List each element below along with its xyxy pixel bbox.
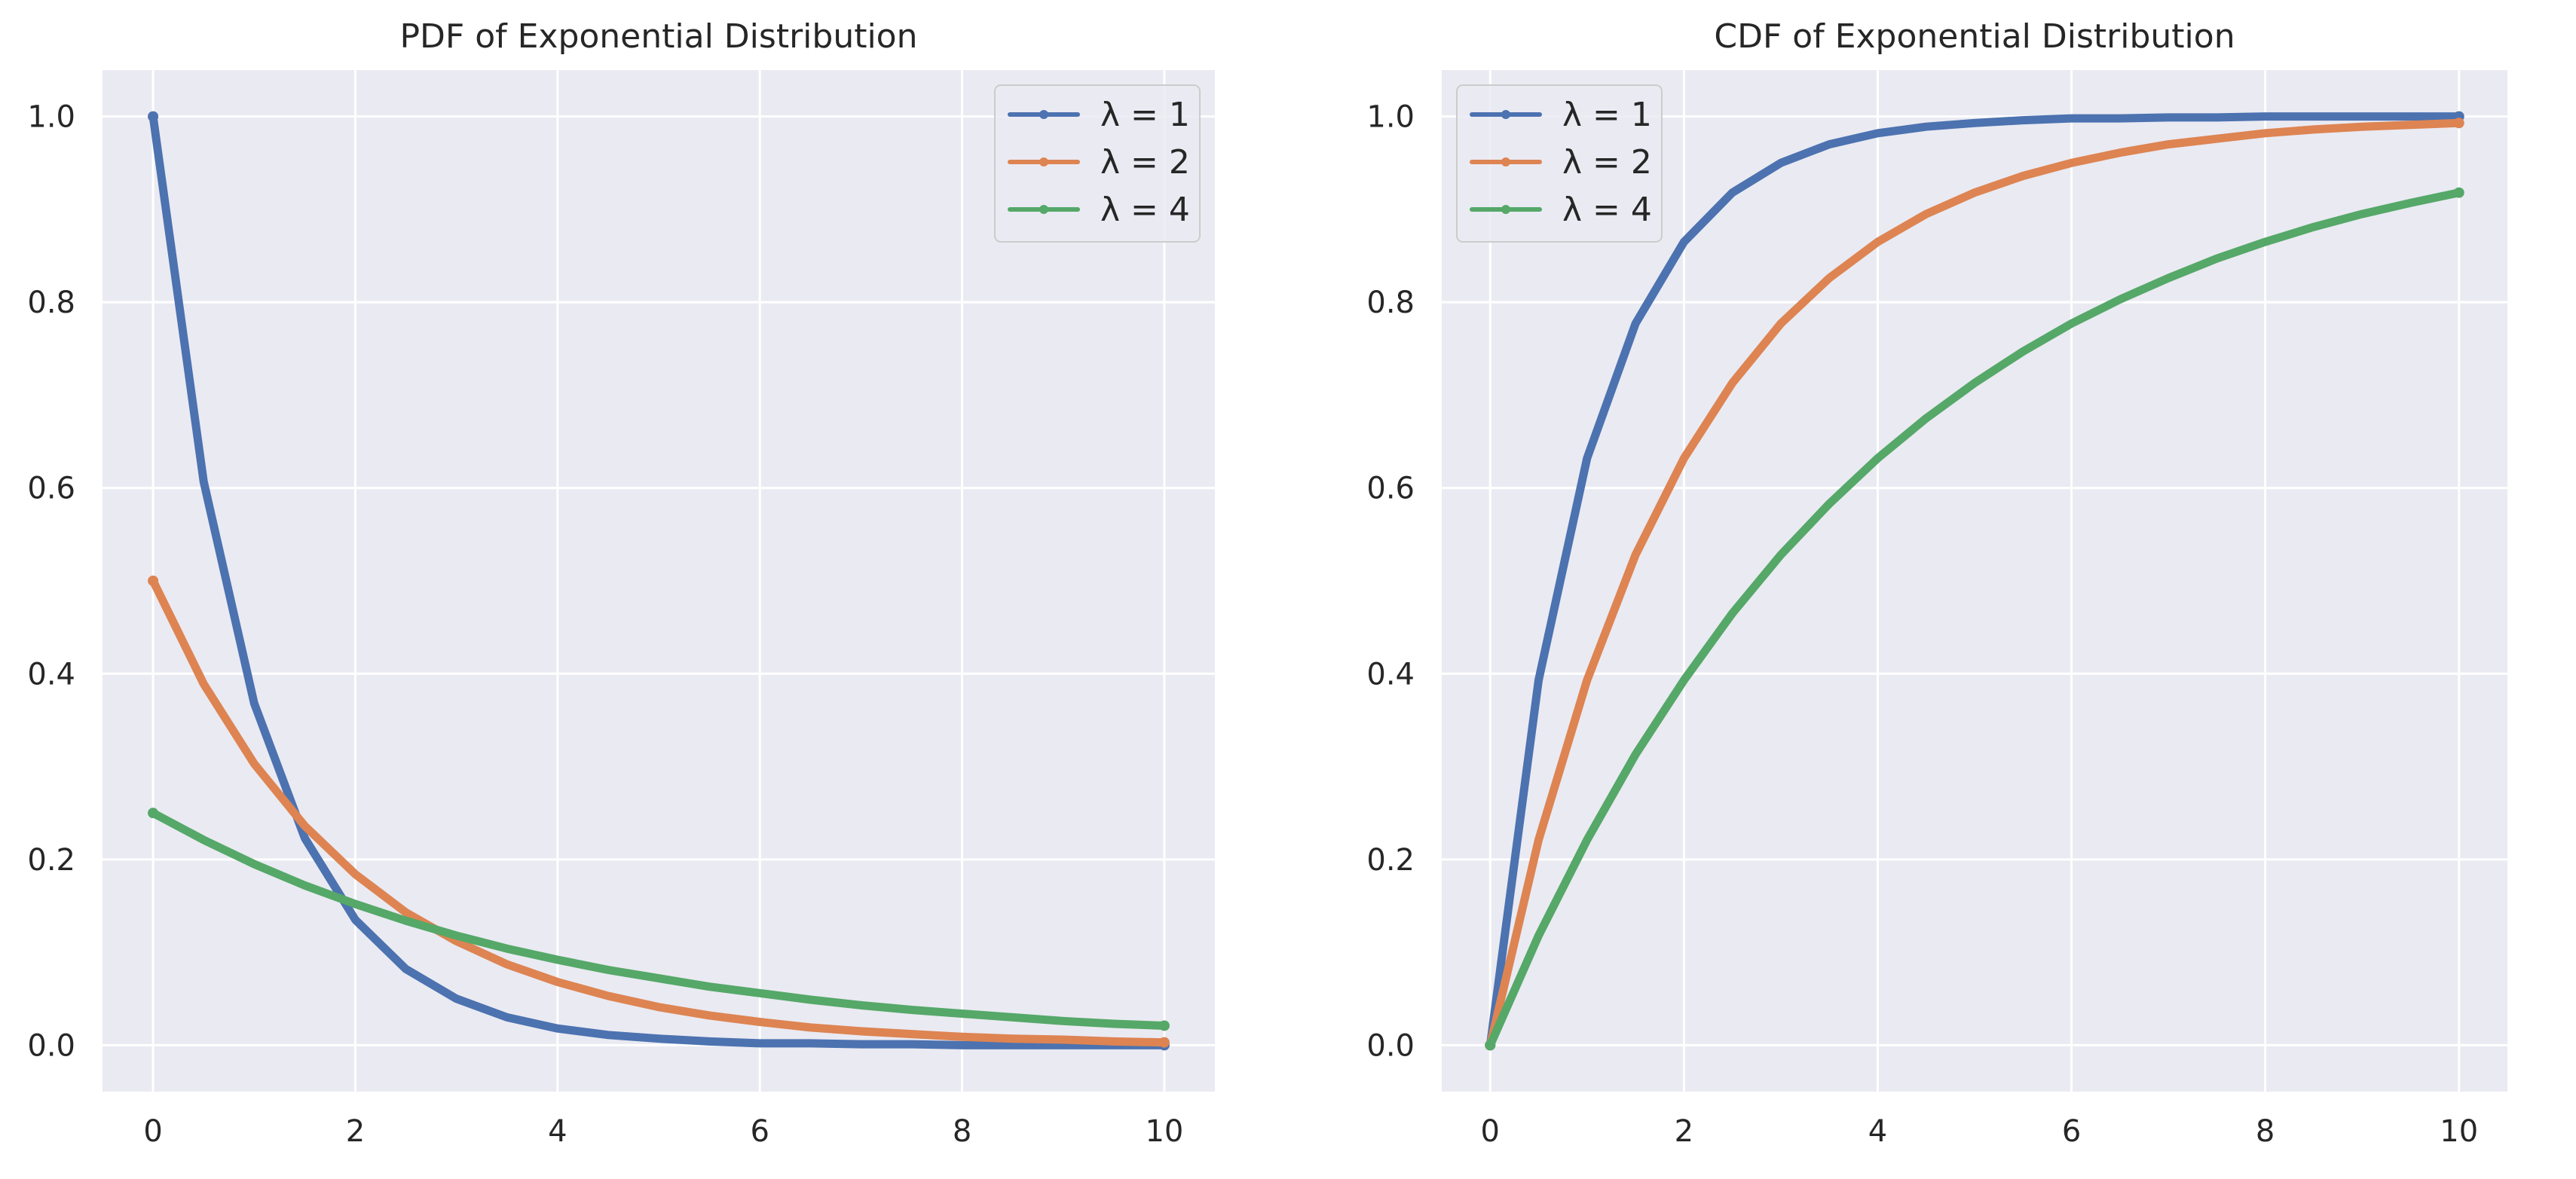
pdf-series-point xyxy=(148,808,159,819)
pdf-legend-marker xyxy=(1039,205,1048,214)
cdf-chart-title: CDF of Exponential Distribution xyxy=(1714,17,2235,56)
pdf-y-tick-label: 0.8 xyxy=(27,286,75,320)
cdf-series-line xyxy=(1485,112,2464,1049)
pdf-y-tick-label: 0.4 xyxy=(27,657,75,692)
pdf-x-tick-label: 0 xyxy=(143,1114,162,1149)
pdf-legend-label: λ = 4 xyxy=(1100,191,1190,229)
cdf-y-tick-label: 0.6 xyxy=(1366,472,1415,506)
pdf-series-line xyxy=(148,808,1169,1030)
pdf-axes: 0 2 4 6 8 10 0.0 0.2 0.4 0.6 0.8 1.0 PDF of Exponent… xyxy=(27,17,1215,1149)
pdf-legend-frame xyxy=(994,84,1201,243)
pdf-series-point xyxy=(1158,1037,1170,1048)
cdf-legend-label: λ = 4 xyxy=(1562,191,1652,229)
cdf-legend-marker xyxy=(1501,205,1510,214)
pdf-y-tick-label: 0.2 xyxy=(27,843,75,878)
cdf-legend-label: λ = 2 xyxy=(1562,143,1652,182)
cdf-series-line xyxy=(1485,188,2464,1049)
cdf-x-tick-label: 2 xyxy=(1675,1114,1693,1149)
pdf-x-tick-label: 6 xyxy=(750,1114,769,1149)
cdf-legend-marker xyxy=(1501,157,1510,166)
cdf-y-tick-label: 0.4 xyxy=(1366,657,1415,692)
cdf-y-tick-label: 0.2 xyxy=(1366,843,1415,878)
pdf-legend-label: λ = 2 xyxy=(1100,143,1190,182)
cdf-legend: λ = 1 λ = 2 λ = 4 xyxy=(1456,84,1663,243)
pdf-legend-marker xyxy=(1039,157,1048,166)
cdf-series-point xyxy=(2453,118,2464,129)
cdf-y-tick-label: 0.0 xyxy=(1366,1028,1415,1063)
pdf-x-tick-label: 2 xyxy=(346,1114,365,1149)
pdf-series-line xyxy=(148,112,1169,1049)
cdf-x-tick-label: 10 xyxy=(2440,1114,2478,1149)
pdf-series-point xyxy=(1158,1020,1170,1031)
pdf-series-line xyxy=(148,576,1169,1047)
cdf-series-point xyxy=(1485,1040,1496,1051)
cdf-x-tick-label: 8 xyxy=(2256,1114,2275,1149)
cdf-legend-frame xyxy=(1456,84,1663,243)
pdf-series-point xyxy=(148,576,159,586)
pdf-series-point xyxy=(148,111,159,122)
pdf-y-tick-label: 0.6 xyxy=(27,472,75,506)
pdf-y-tick-label: 0.0 xyxy=(27,1028,75,1063)
pdf-y-tick-label: 1.0 xyxy=(27,100,75,135)
cdf-y-tick-label: 1.0 xyxy=(1366,100,1415,135)
pdf-x-tick-label: 4 xyxy=(548,1114,567,1149)
cdf-x-tick-label: 6 xyxy=(2062,1114,2081,1149)
pdf-legend-label: λ = 1 xyxy=(1100,96,1190,134)
pdf-chart-title: PDF of Exponential Distribution xyxy=(400,17,918,56)
cdf-legend-label: λ = 1 xyxy=(1562,96,1652,134)
pdf-legend-marker xyxy=(1039,110,1048,119)
cdf-y-tick-label: 0.8 xyxy=(1366,286,1415,320)
cdf-series-point xyxy=(2453,187,2464,198)
pdf-x-tick-label: 8 xyxy=(953,1114,971,1149)
pdf-legend: λ = 1 λ = 2 λ = 4 xyxy=(994,84,1201,243)
cdf-legend-marker xyxy=(1501,110,1510,119)
pdf-x-tick-label: 10 xyxy=(1145,1114,1183,1149)
cdf-x-tick-label: 0 xyxy=(1481,1114,1500,1149)
cdf-axes: 0 2 4 6 8 10 0.0 0.2 0.4 0.6 0.8 1.0 CDF of Exponent… xyxy=(1366,17,2507,1149)
cdf-x-tick-label: 4 xyxy=(1868,1114,1887,1149)
cdf-series-line xyxy=(1485,118,2464,1049)
